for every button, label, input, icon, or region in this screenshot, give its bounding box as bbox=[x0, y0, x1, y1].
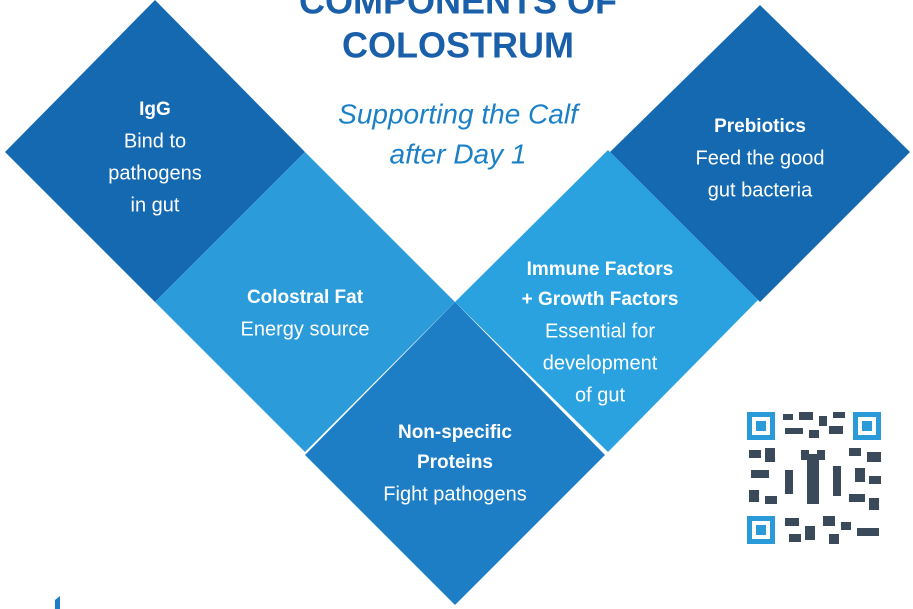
subtitle-line: after Day 1 bbox=[390, 138, 527, 169]
tile-heading: Non-specific bbox=[398, 422, 512, 443]
tile-heading: Proteins bbox=[417, 452, 493, 473]
tile-body: Bind to bbox=[124, 130, 186, 152]
tile-body: Energy source bbox=[241, 318, 370, 340]
qr-code bbox=[745, 410, 885, 546]
tile-body: development bbox=[543, 352, 658, 374]
tile-heading: IgG bbox=[139, 99, 171, 120]
tile-heading: Immune Factors bbox=[527, 259, 674, 280]
tile-body: Fight pathogens bbox=[383, 483, 526, 505]
tile-heading: + Growth Factors bbox=[522, 289, 679, 310]
tile-body: Feed the good bbox=[696, 147, 825, 169]
tile-body: of gut bbox=[575, 384, 625, 406]
tile-body: gut bacteria bbox=[708, 179, 813, 201]
subtitle-line: Supporting the Calf bbox=[338, 98, 581, 129]
tile-body: in gut bbox=[131, 194, 180, 216]
tile-body: pathogens bbox=[108, 162, 201, 184]
title-line: COMPONENTS OF bbox=[299, 0, 617, 22]
corner-mark bbox=[55, 596, 60, 609]
tile-immune bbox=[455, 150, 758, 452]
tile-igg bbox=[5, 0, 305, 302]
tile-body: Essential for bbox=[545, 320, 655, 342]
title-line: COLOSTRUM bbox=[342, 25, 574, 66]
tile-colostral-fat bbox=[155, 152, 455, 452]
tile-heading: Prebiotics bbox=[714, 116, 806, 137]
tile-proteins bbox=[305, 302, 605, 605]
tile-prebiotics bbox=[610, 5, 910, 302]
tile-heading: Colostral Fat bbox=[247, 287, 364, 308]
